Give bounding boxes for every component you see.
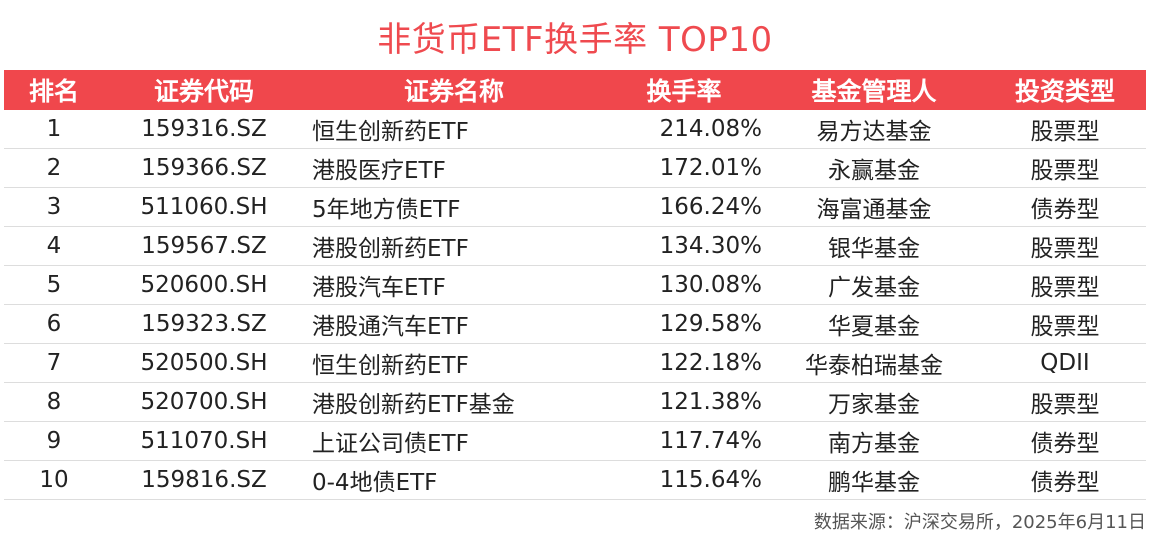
turnover-cell: 117.74% (604, 421, 764, 461)
type-cell: QDII (984, 343, 1146, 383)
name-cell: 港股通汽车ETF (304, 304, 604, 344)
code-cell: 159816.SZ (104, 460, 304, 500)
manager-cell: 海富通基金 (764, 187, 984, 227)
type-cell: 债券型 (984, 421, 1146, 461)
type-cell: 股票型 (984, 226, 1146, 266)
header-type: 投资类型 (984, 70, 1146, 110)
manager-cell: 广发基金 (764, 265, 984, 305)
name-cell: 港股创新药ETF (304, 226, 604, 266)
table-header-row: 排名 证券代码 证券名称 换手率 基金管理人 投资类型 (4, 70, 1146, 110)
table-row: 3 511060.SH 5年地方债ETF 166.24% 海富通基金 债券型 (4, 187, 1146, 227)
manager-cell: 易方达基金 (764, 110, 984, 149)
table-row: 2 159366.SZ 港股医疗ETF 172.01% 永赢基金 股票型 (4, 148, 1146, 188)
turnover-cell: 130.08% (604, 265, 764, 305)
header-name: 证券名称 (304, 70, 604, 110)
rank-cell: 9 (4, 421, 104, 461)
rank-cell: 8 (4, 382, 104, 422)
type-cell: 股票型 (984, 265, 1146, 305)
code-cell: 159323.SZ (104, 304, 304, 344)
turnover-cell: 122.18% (604, 343, 764, 383)
name-cell: 港股创新药ETF基金 (304, 382, 604, 422)
table-row: 9 511070.SH 上证公司债ETF 117.74% 南方基金 债券型 (4, 421, 1146, 461)
type-cell: 股票型 (984, 148, 1146, 188)
turnover-cell: 115.64% (604, 460, 764, 500)
table-row: 8 520700.SH 港股创新药ETF基金 121.38% 万家基金 股票型 (4, 382, 1146, 422)
rank-cell: 2 (4, 148, 104, 188)
turnover-table: 排名 证券代码 证券名称 换手率 基金管理人 投资类型 1 159316.SZ 恒生… (4, 70, 1146, 500)
turnover-cell: 134.30% (604, 226, 764, 266)
name-cell: 恒生创新药ETF (304, 343, 604, 383)
type-cell: 股票型 (984, 382, 1146, 422)
manager-cell: 万家基金 (764, 382, 984, 422)
name-cell: 5年地方债ETF (304, 187, 604, 227)
table-row: 7 520500.SH 恒生创新药ETF 122.18% 华泰柏瑞基金 QDII (4, 343, 1146, 383)
name-cell: 0-4地债ETF (304, 460, 604, 500)
turnover-cell: 129.58% (604, 304, 764, 344)
turnover-cell: 214.08% (604, 110, 764, 149)
header-manager: 基金管理人 (764, 70, 984, 110)
name-cell: 港股医疗ETF (304, 148, 604, 188)
type-cell: 债券型 (984, 187, 1146, 227)
code-cell: 520700.SH (104, 382, 304, 422)
rank-cell: 6 (4, 304, 104, 344)
type-cell: 债券型 (984, 460, 1146, 500)
header-rank: 排名 (4, 70, 104, 110)
rank-cell: 10 (4, 460, 104, 500)
code-cell: 520600.SH (104, 265, 304, 305)
manager-cell: 鹏华基金 (764, 460, 984, 500)
code-cell: 159567.SZ (104, 226, 304, 266)
manager-cell: 南方基金 (764, 421, 984, 461)
type-cell: 股票型 (984, 110, 1146, 149)
turnover-cell: 166.24% (604, 187, 764, 227)
table-row: 1 159316.SZ 恒生创新药ETF 214.08% 易方达基金 股票型 (4, 110, 1146, 149)
code-cell: 520500.SH (104, 343, 304, 383)
table-row: 6 159323.SZ 港股通汽车ETF 129.58% 华夏基金 股票型 (4, 304, 1146, 344)
data-source-note: 数据来源：沪深交易所，2025年6月11日 (813, 512, 1146, 533)
manager-cell: 永赢基金 (764, 148, 984, 188)
table-row: 5 520600.SH 港股汽车ETF 130.08% 广发基金 股票型 (4, 265, 1146, 305)
rank-cell: 5 (4, 265, 104, 305)
code-cell: 511070.SH (104, 421, 304, 461)
manager-cell: 华泰柏瑞基金 (764, 343, 984, 383)
table-row: 10 159816.SZ 0-4地债ETF 115.64% 鹏华基金 债券型 (4, 460, 1146, 500)
code-cell: 159366.SZ (104, 148, 304, 188)
code-cell: 511060.SH (104, 187, 304, 227)
rank-cell: 1 (4, 110, 104, 149)
code-cell: 159316.SZ (104, 110, 304, 149)
rank-cell: 3 (4, 187, 104, 227)
name-cell: 恒生创新药ETF (304, 110, 604, 149)
turnover-cell: 172.01% (604, 148, 764, 188)
header-turnover: 换手率 (604, 70, 764, 110)
name-cell: 港股汽车ETF (304, 265, 604, 305)
table-row: 4 159567.SZ 港股创新药ETF 134.30% 银华基金 股票型 (4, 226, 1146, 266)
rank-cell: 7 (4, 343, 104, 383)
rank-cell: 4 (4, 226, 104, 266)
header-code: 证券代码 (104, 70, 304, 110)
manager-cell: 华夏基金 (764, 304, 984, 344)
manager-cell: 银华基金 (764, 226, 984, 266)
name-cell: 上证公司债ETF (304, 421, 604, 461)
type-cell: 股票型 (984, 304, 1146, 344)
turnover-cell: 121.38% (604, 382, 764, 422)
chart-title: 非货币ETF换手率 TOP10 (377, 20, 773, 60)
